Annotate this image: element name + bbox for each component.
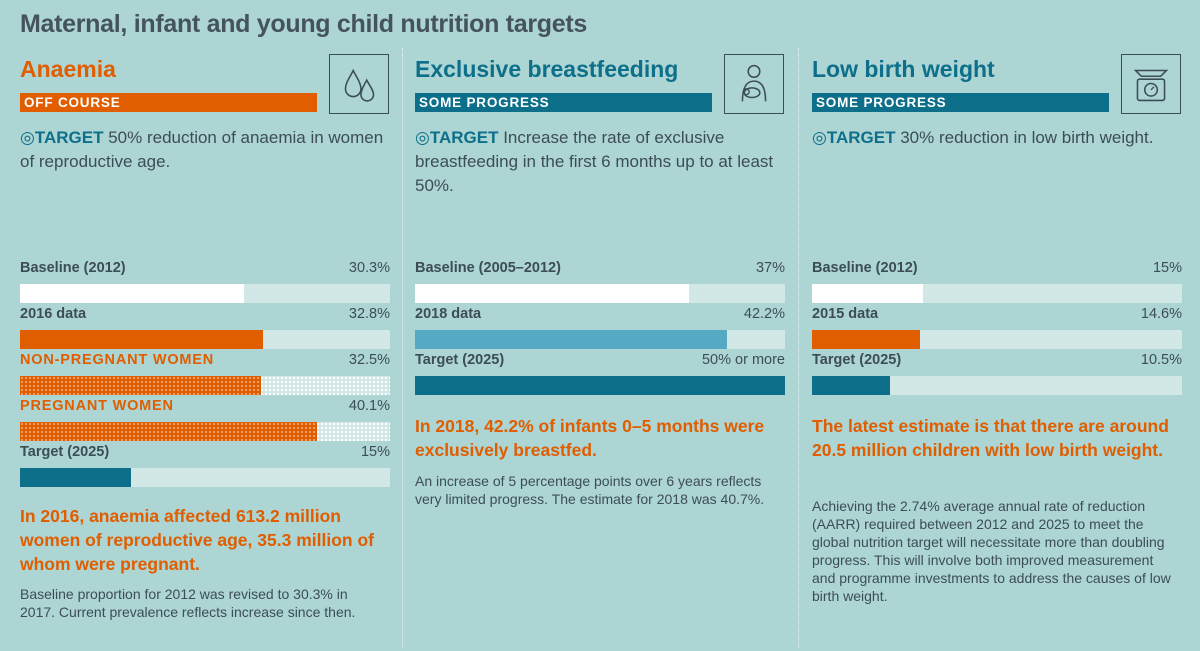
bar-category-label: Baseline (2012)	[812, 260, 918, 276]
status-badge: OFF COURSE	[20, 93, 317, 112]
target-label: TARGET	[429, 128, 499, 147]
target-text: 50% reduction of anaemia in women of rep…	[20, 128, 384, 171]
panel-low-birth-weight: Low birth weight SOME PROGRESS ◎TARGET 3…	[812, 48, 1182, 648]
target-label: TARGET	[826, 128, 896, 147]
status-badge: SOME PROGRESS	[415, 93, 712, 112]
bar	[415, 284, 689, 303]
bar-track	[415, 376, 785, 395]
bar	[20, 468, 131, 487]
bar-value-label: 40.1%	[348, 398, 390, 414]
panel-anaemia: Anaemia OFF COURSE ◎TARGET 50% reduction…	[20, 48, 390, 648]
bar-track	[812, 284, 1182, 303]
bar-track	[812, 330, 1182, 349]
bar-track	[20, 376, 390, 395]
bar-track	[20, 330, 390, 349]
bar	[812, 376, 890, 395]
water-drops-icon	[329, 54, 389, 114]
bar-track	[20, 422, 390, 441]
panel-exclusive-breastfeeding: Exclusive breastfeeding SOME PROGRESS ◎T…	[415, 48, 785, 648]
column-divider	[402, 48, 403, 648]
bar-category-label: PREGNANT WOMEN	[20, 398, 174, 414]
bar-category-label: NON-PREGNANT WOMEN	[20, 352, 215, 368]
bar-category-label: 2015 data	[812, 306, 879, 322]
panel-title: Anaemia	[20, 56, 116, 82]
bar-value-label: 32.8%	[348, 306, 390, 322]
bar-category-label: Baseline (2012)	[20, 260, 126, 276]
target-icon: ◎	[20, 128, 35, 147]
target-statement: ◎TARGET 50% reduction of anaemia in wome…	[20, 126, 390, 174]
bar-track	[20, 284, 390, 303]
bar-category-label: Target (2025)	[415, 352, 505, 368]
target-text: 30% reduction in low birth weight.	[900, 128, 1154, 147]
footnote: An increase of 5 percentage points over …	[415, 473, 765, 507]
bar	[20, 422, 317, 441]
bar-value-label: 32.5%	[348, 352, 390, 368]
bar-value-label: 50% or more	[701, 352, 785, 368]
footnote: Baseline proportion for 2012 was revised…	[20, 586, 356, 620]
panel-title: Exclusive breastfeeding	[415, 56, 679, 82]
bar-track	[415, 284, 785, 303]
footnote: Achieving the 2.74% average annual rate …	[812, 498, 1171, 604]
bar	[415, 330, 728, 349]
bar-value-label: 15%	[1152, 260, 1182, 276]
bar-category-label: Target (2025)	[20, 444, 110, 460]
bar	[812, 284, 923, 303]
breastfeeding-mother-icon	[724, 54, 784, 114]
bar-value-label: 42.2%	[743, 306, 785, 322]
panel-title: Low birth weight	[812, 56, 995, 82]
key-finding: The latest estimate is that there are ar…	[812, 416, 1169, 460]
bar-value-label: 30.3%	[348, 260, 390, 276]
target-icon: ◎	[415, 128, 430, 147]
target-icon: ◎	[812, 128, 827, 147]
target-statement: ◎TARGET 30% reduction in low birth weigh…	[812, 126, 1182, 150]
bar-value-label: 15%	[360, 444, 390, 460]
bar-chart: Baseline (2012) 15% 2015 data 14.6% Target (…	[812, 260, 1182, 500]
status-badge: SOME PROGRESS	[812, 93, 1109, 112]
target-statement: ◎TARGET Increase the rate of exclusive b…	[415, 126, 785, 198]
column-divider	[798, 48, 799, 648]
bar	[20, 330, 263, 349]
bar	[415, 376, 785, 395]
bar-category-label: Baseline (2005–2012)	[415, 260, 561, 276]
baby-scale-icon	[1121, 54, 1181, 114]
bar	[20, 376, 261, 395]
bar-category-label: Target (2025)	[812, 352, 902, 368]
bar	[20, 284, 245, 303]
bar-chart: Baseline (2005–2012) 37% 2018 data 42.2% Tar…	[415, 260, 785, 500]
target-text: Increase the rate of exclusive breastfee…	[415, 128, 774, 195]
bar-value-label: 37%	[755, 260, 785, 276]
key-finding: In 2016, anaemia affected 613.2 million …	[20, 506, 374, 574]
bar-value-label: 14.6%	[1140, 306, 1182, 322]
bar-value-label: 10.5%	[1140, 352, 1182, 368]
page-title: Maternal, infant and young child nutriti…	[20, 10, 587, 38]
target-label: TARGET	[34, 128, 104, 147]
bar-category-label: 2016 data	[20, 306, 87, 322]
bar-chart: Baseline (2012) 30.3% 2016 data 32.8% NON-PR…	[20, 260, 390, 500]
bar-track	[20, 468, 390, 487]
bar	[812, 330, 921, 349]
bar-category-label: 2018 data	[415, 306, 482, 322]
bar-track	[812, 376, 1182, 395]
bar-track	[415, 330, 785, 349]
key-finding: In 2018, 42.2% of infants 0–5 months wer…	[415, 416, 765, 460]
